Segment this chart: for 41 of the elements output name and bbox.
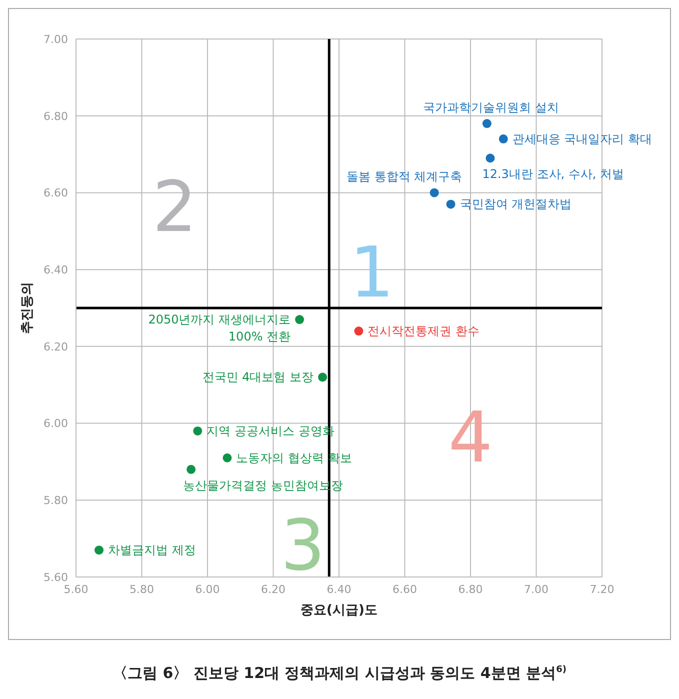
series-label: 국민참여 개헌절차법 (460, 197, 572, 212)
series-label: 차별금지법 제정 (108, 543, 196, 558)
y-tick-label: 5.60 (44, 570, 68, 584)
text: 돌봄 통합적 체계구축 (346, 170, 462, 184)
point (186, 464, 196, 474)
point (354, 326, 364, 336)
x-tick-label: 6.40 (326, 582, 352, 596)
x-tick-label: 6.60 (392, 582, 417, 596)
y-tick-label: 5.80 (44, 494, 68, 508)
point (295, 315, 304, 324)
point (430, 188, 439, 198)
point (222, 453, 232, 462)
series-label: 전시작전통제권 환수 (368, 324, 480, 338)
series-label: 12.3내란 조사, 수사, 처벌 (482, 167, 624, 182)
point (446, 200, 456, 209)
point (318, 372, 328, 382)
y-tick-label: 7.00 (44, 32, 68, 46)
point (498, 134, 508, 144)
y-axis-title: 추진동의 (20, 282, 35, 334)
x-tick-label: 7.00 (524, 582, 548, 596)
point (486, 154, 495, 163)
annotation: 2 (152, 166, 197, 248)
y-tick-label: 6.40 (44, 263, 68, 276)
series-label: 전국민 4대보험 보장 (202, 370, 314, 384)
y-tick-label: 6.80 (44, 110, 68, 123)
x-axis-title: 중요(시급)도 (300, 603, 378, 618)
series-label: 관세대응 국내일자리 확대 (512, 132, 652, 146)
series-label: 2050년까지 재생에너지로 100% 전환 (148, 312, 291, 344)
y-tick-label: 6.00 (44, 417, 68, 430)
point (94, 546, 104, 555)
y-tick-label: 6.60 (44, 186, 68, 200)
series-label: 국가과학기술위원회 설치 (423, 100, 559, 115)
x-tick-label: 7.20 (590, 582, 614, 596)
text: 〈그림 6〉 진보당 12대 정책과제의 시급성과 동의도 4분면 분석$^{6)}$ (112, 664, 568, 683)
x-tick-label: 6.80 (458, 582, 483, 596)
point (482, 119, 492, 128)
x-tick-label: 5.80 (130, 582, 154, 596)
point (193, 426, 202, 436)
y-tick-label: 6.20 (44, 340, 68, 354)
x-tick-label: 6.00 (195, 582, 220, 596)
x-tick-label: 5.60 (64, 582, 88, 596)
